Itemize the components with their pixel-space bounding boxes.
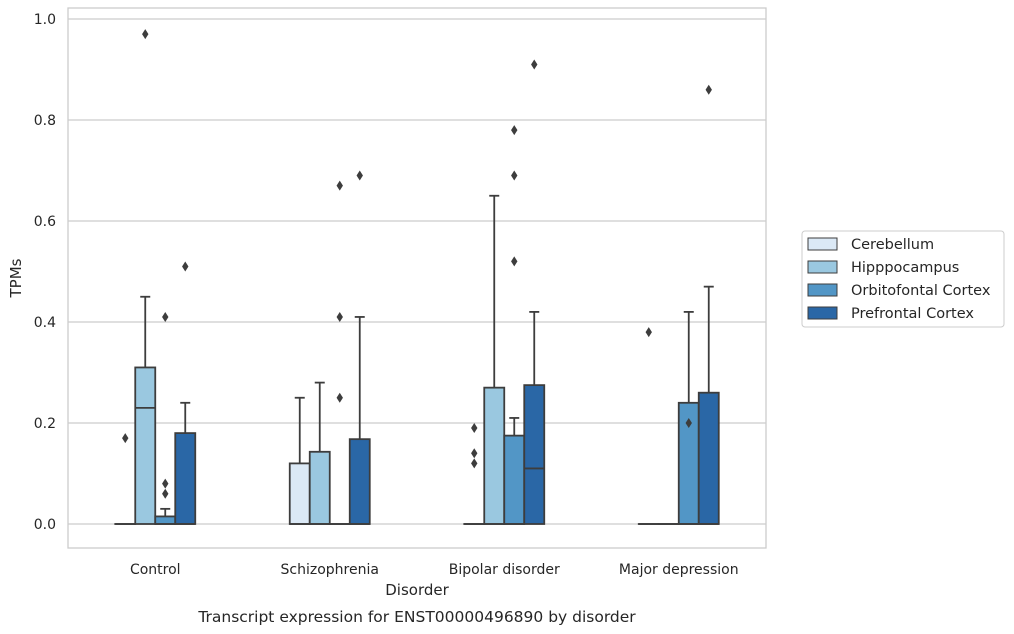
box-iqr bbox=[503, 434, 526, 525]
outlier-point bbox=[705, 84, 712, 95]
box-iqr bbox=[697, 391, 720, 525]
x-tick-label: Bipolar disorder bbox=[449, 562, 560, 578]
y-tick-label: 0.2 bbox=[34, 416, 56, 432]
outlier-point bbox=[162, 488, 169, 499]
legend-label: Orbitofontal Cortex bbox=[851, 283, 991, 299]
y-axis-label: TPMs bbox=[7, 258, 25, 298]
x-tick-label: Control bbox=[130, 562, 181, 578]
box-prefrontal-cortex-3 bbox=[697, 84, 720, 525]
box-hipppocampus-1 bbox=[308, 381, 331, 525]
box-iqr bbox=[288, 462, 311, 525]
box-prefrontal-cortex-2 bbox=[523, 59, 546, 525]
legend: Cerebellum Hipppocampus Orbitofontal Corte… bbox=[801, 230, 1005, 328]
outlier-point bbox=[336, 180, 343, 191]
y-tick-label: 1.0 bbox=[34, 12, 56, 28]
box-orbitofontal-cortex-3 bbox=[677, 310, 700, 525]
x-axis-label: Disorder bbox=[385, 581, 449, 599]
box-iqr bbox=[154, 515, 177, 525]
box-orbitofontal-cortex-1 bbox=[328, 180, 351, 525]
x-axis-ticks: Control Schizophrenia Bipolar disorder Majo… bbox=[130, 562, 739, 578]
box-orbitofontal-cortex-0 bbox=[154, 311, 177, 525]
outlier-point bbox=[471, 423, 478, 434]
legend-label: Hipppocampus bbox=[851, 260, 959, 276]
outlier-point bbox=[511, 170, 518, 181]
outlier-point bbox=[336, 392, 343, 403]
box-prefrontal-cortex-0 bbox=[174, 261, 197, 525]
x-tick-label: Schizophrenia bbox=[281, 562, 379, 578]
y-tick-label: 0.0 bbox=[34, 517, 56, 533]
x-tick-label: Major depression bbox=[619, 562, 739, 578]
outlier-point bbox=[336, 311, 343, 322]
box-hipppocampus-2 bbox=[483, 194, 506, 525]
box-iqr bbox=[174, 432, 197, 525]
box-iqr bbox=[308, 450, 331, 525]
outlier-point bbox=[162, 478, 169, 489]
box-cerebellum-2 bbox=[463, 423, 486, 525]
box-cerebellum-1 bbox=[288, 396, 311, 525]
legend-swatch bbox=[807, 283, 838, 297]
y-tick-label: 0.6 bbox=[34, 214, 56, 230]
legend-swatch bbox=[807, 237, 838, 251]
legend-label: Cerebellum bbox=[851, 237, 934, 253]
box-hipppocampus-0 bbox=[134, 29, 157, 525]
outlier-point bbox=[142, 29, 149, 40]
outlier-point bbox=[511, 125, 518, 136]
legend-swatch bbox=[807, 306, 838, 320]
outlier-point bbox=[162, 311, 169, 322]
y-axis-ticks: 0.0 0.2 0.4 0.6 0.8 1.0 bbox=[34, 12, 56, 533]
outlier-point bbox=[511, 256, 518, 267]
chart-caption: Transcript expression for ENST0000049689… bbox=[197, 608, 636, 626]
outlier-point bbox=[356, 170, 363, 181]
outlier-point bbox=[685, 418, 692, 428]
plot-frame bbox=[67, 7, 767, 549]
box-cerebellum-0 bbox=[114, 433, 137, 525]
box-iqr bbox=[483, 386, 506, 525]
outlier-point bbox=[471, 448, 478, 459]
box-iqr bbox=[348, 438, 371, 525]
outlier-point bbox=[471, 458, 478, 469]
outlier-point bbox=[645, 327, 652, 338]
box-series bbox=[114, 29, 720, 525]
outlier-point bbox=[531, 59, 538, 70]
outlier-point bbox=[122, 433, 129, 444]
y-tick-label: 0.4 bbox=[34, 315, 56, 331]
box-orbitofontal-cortex-2 bbox=[503, 125, 526, 525]
legend-frame bbox=[801, 230, 1005, 328]
box-iqr bbox=[523, 384, 546, 525]
box-iqr bbox=[134, 366, 157, 525]
box-prefrontal-cortex-1 bbox=[348, 170, 371, 525]
outlier-point bbox=[182, 261, 189, 272]
gridlines bbox=[68, 18, 766, 525]
legend-label: Prefrontal Cortex bbox=[851, 306, 974, 322]
legend-swatch bbox=[807, 260, 838, 274]
box-cerebellum-3 bbox=[637, 327, 660, 525]
y-tick-label: 0.8 bbox=[34, 113, 56, 129]
